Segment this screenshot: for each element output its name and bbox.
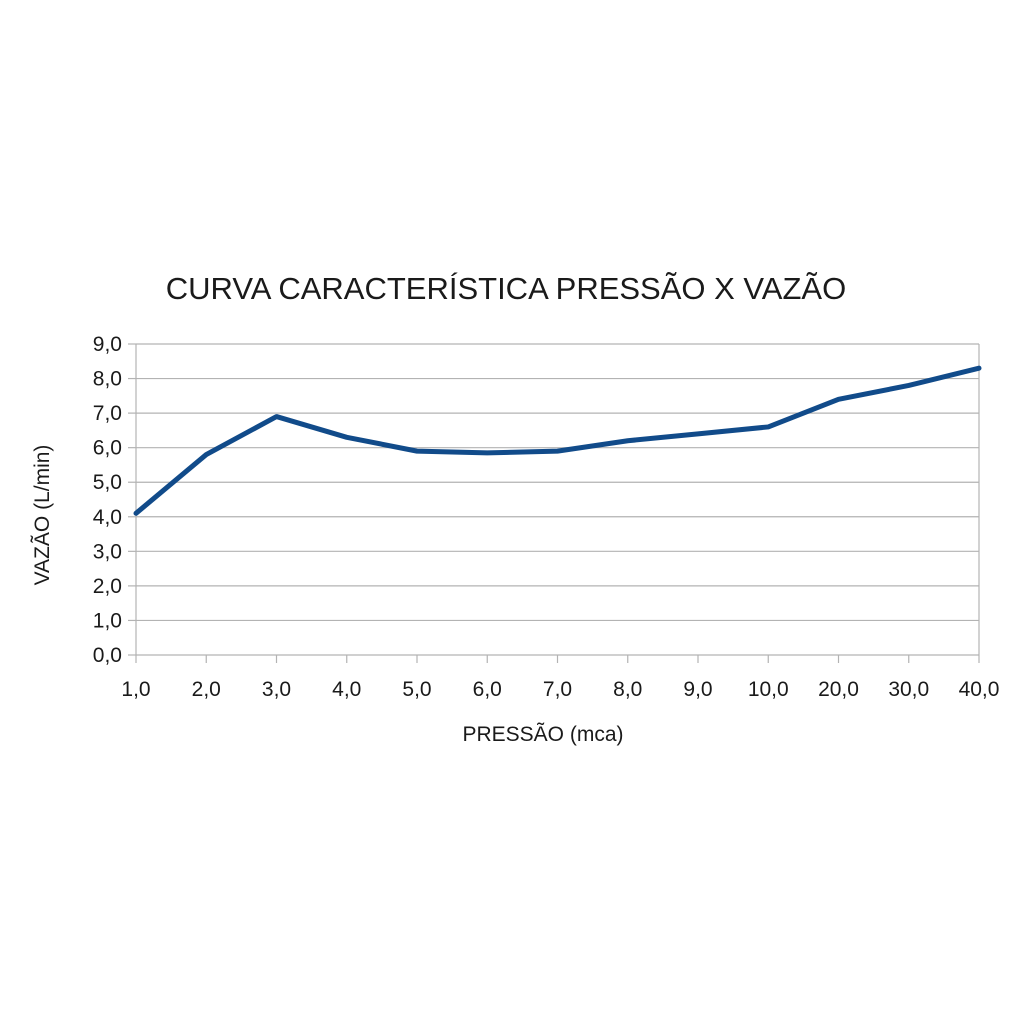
x-tick-label: 2,0	[192, 678, 221, 701]
y-axis-label: VAZÃO (L/min)	[30, 445, 54, 586]
y-tick-label: 3,0	[93, 540, 122, 563]
x-tick-label: 4,0	[332, 678, 361, 701]
x-tick-label: 9,0	[683, 678, 712, 701]
y-tick-label: 5,0	[93, 471, 122, 494]
x-axis-label: PRESSÃO (mca)	[462, 722, 623, 746]
y-tick-label: 6,0	[93, 437, 122, 460]
x-tick-label: 10,0	[748, 678, 789, 701]
y-tick-label: 8,0	[93, 368, 122, 391]
y-tick-label: 2,0	[93, 575, 122, 598]
x-tick-label: 40,0	[959, 678, 1000, 701]
series-layer	[133, 365, 982, 516]
x-tick-label: 8,0	[613, 678, 642, 701]
y-tick-label: 4,0	[93, 506, 122, 529]
y-tick-label: 9,0	[93, 333, 122, 356]
x-tick-label: 3,0	[262, 678, 291, 701]
chart-title: CURVA CARACTERÍSTICA PRESSÃO X VAZÃO	[166, 271, 846, 306]
grid	[136, 343, 979, 622]
x-tick-label: 7,0	[543, 678, 572, 701]
x-tick-label: 30,0	[888, 678, 929, 701]
x-tick-label: 1,0	[121, 678, 150, 701]
x-tick-label: 20,0	[818, 678, 859, 701]
axes	[135, 344, 980, 656]
series-line	[133, 365, 982, 516]
y-tick-label: 7,0	[93, 402, 122, 425]
x-tick-label: 5,0	[402, 678, 431, 701]
y-axis-ticks: 0,0 1,0 2,0 3,0 4,0 5,0 6,0 7,0 8,0 9,0	[93, 333, 136, 667]
y-tick-label: 1,0	[93, 609, 122, 632]
x-tick-label: 6,0	[473, 678, 502, 701]
x-axis-ticks: 1,0 2,0 3,0 4,0 5,0 6,0 7,0 8,0 9,0 10,0 20,0 30,0 4…	[121, 655, 999, 701]
y-tick-label: 0,0	[93, 644, 122, 667]
